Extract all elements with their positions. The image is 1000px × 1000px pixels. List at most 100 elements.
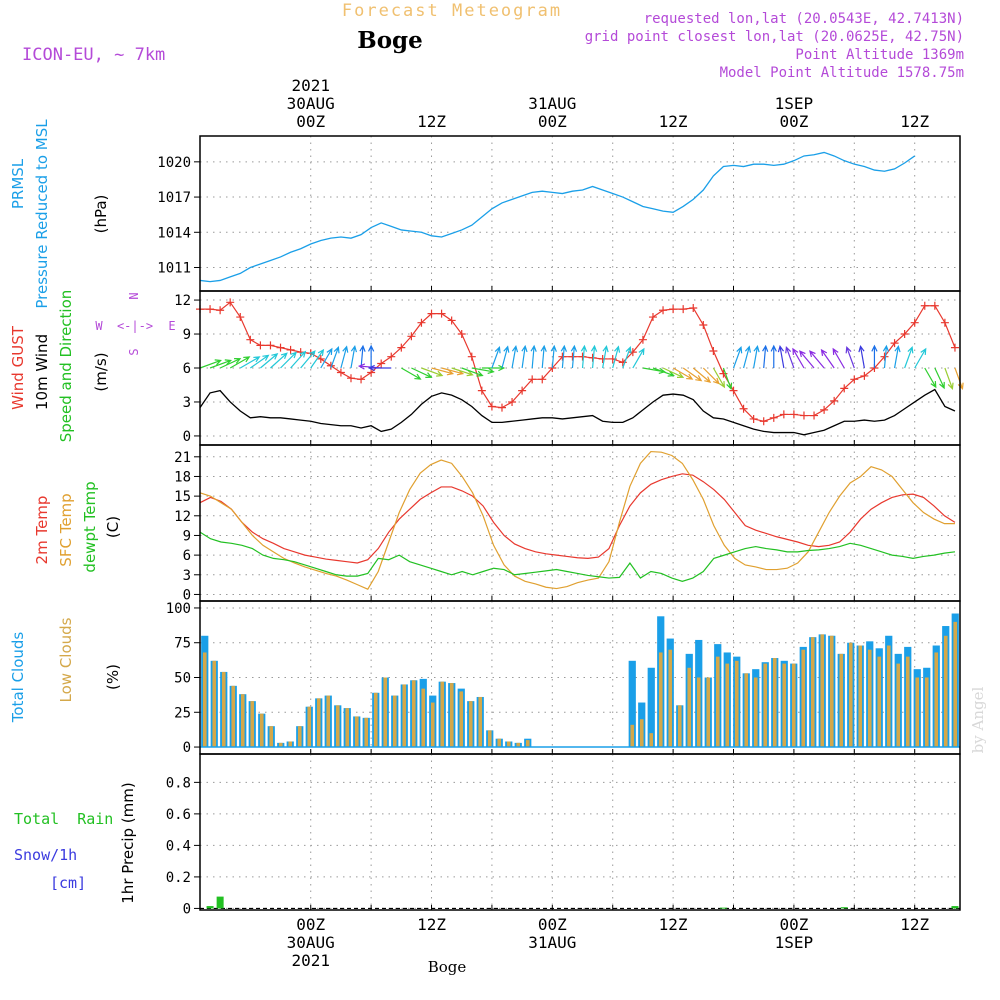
panel-frame <box>199 444 961 602</box>
low-cloud-bar <box>354 716 359 748</box>
gust-marker <box>477 386 486 395</box>
ytick-label: 3 <box>183 568 191 584</box>
gust-marker <box>558 352 567 361</box>
bottom-axis-label: 12Z <box>900 915 929 934</box>
ytick-label: 0 <box>183 901 191 917</box>
temp-labels: 2m Temp SFC Temp dewpt Temp (C) <box>33 481 122 572</box>
gust-marker <box>900 330 909 339</box>
low-cloud-bar <box>915 677 920 748</box>
wind-arrow <box>914 347 927 369</box>
wind-arrow <box>320 347 333 369</box>
wind-arrow <box>239 356 261 369</box>
ytick-label: 1011 <box>157 261 191 277</box>
bottom-axis-label: 1SEP <box>775 933 814 952</box>
low-cloud-bar <box>706 677 711 748</box>
wind-arrow <box>904 346 914 369</box>
snow-label: Snow/1h <box>14 846 77 864</box>
clouds-unit: (%) <box>104 664 122 690</box>
low-cloud-bar <box>753 677 758 748</box>
rain-bar <box>216 896 224 909</box>
low-cloud-bar <box>858 645 863 748</box>
wind-arrow <box>219 358 242 369</box>
wind-arrow <box>421 367 444 377</box>
ytick-label: 15 <box>174 489 191 505</box>
wind-arrow <box>451 367 474 377</box>
bottom-axis-label: 12Z <box>417 915 446 934</box>
ytick-label: 12 <box>174 509 191 525</box>
temp-unit: (C) <box>104 516 122 538</box>
low-cloud-bar <box>630 724 635 748</box>
gust-marker <box>729 386 738 395</box>
wind-arrow <box>260 352 279 369</box>
gust-marker <box>920 301 929 310</box>
bottom-axis-label: 00Z <box>538 915 567 934</box>
gust-marker <box>417 318 426 327</box>
wind-arrow <box>340 345 349 369</box>
top-axis-label: 31AUG <box>528 94 576 113</box>
gust-marker <box>326 361 335 370</box>
gust-marker <box>206 305 215 314</box>
wind-arrow <box>560 344 567 369</box>
ytick-label: 1017 <box>157 190 191 206</box>
low-cloud-bar <box>373 692 378 748</box>
wind-arrow <box>209 359 233 369</box>
gust-marker <box>497 403 506 412</box>
gust-marker <box>487 402 496 411</box>
wind-arrow <box>590 344 598 369</box>
gust-marker <box>759 417 768 426</box>
wind-arrow <box>799 350 815 369</box>
compass-n: N <box>127 292 141 299</box>
gust-marker <box>538 375 547 384</box>
low-cloud-bar <box>649 733 654 748</box>
low-clouds-label: Low Clouds <box>57 617 75 702</box>
top-axis-label: 00Z <box>779 112 808 131</box>
low-cloud-bar <box>459 691 464 748</box>
gust-marker <box>789 410 798 419</box>
low-cloud-bar <box>867 649 872 748</box>
wind-arrow <box>411 367 433 378</box>
low-cloud-bar <box>953 621 958 748</box>
low-cloud-bar <box>231 685 236 748</box>
gust-marker <box>880 352 889 361</box>
panels: 1011 1014 1017 1020 0 3 6 9 12 0 3 6 9 12 15 18 21 0 25 50 7… <box>157 135 964 917</box>
snow-unit-label: [cm] <box>50 874 86 892</box>
wind-arrow <box>702 367 720 385</box>
low-cloud-bar <box>335 705 340 748</box>
wind-arrow <box>871 344 878 368</box>
requested-coords: requested lon,lat (20.0543E, 42.7413N) <box>644 11 964 27</box>
model-altitude: Model Point Altitude 1578.75m <box>720 65 964 81</box>
wind-arrow <box>521 344 528 369</box>
wind-arrow <box>280 351 298 369</box>
point-altitude: Point Altitude 1369m <box>795 47 964 63</box>
low-cloud-bar <box>478 696 483 748</box>
top-axis-label: 30AUG <box>287 94 335 113</box>
gust-marker <box>659 306 668 315</box>
temp2m-label: 2m Temp <box>33 496 51 565</box>
gust-marker <box>709 347 718 356</box>
ytick-label: 75 <box>174 636 191 652</box>
low-cloud-bar <box>516 742 521 748</box>
gust-marker <box>357 375 366 384</box>
sfc-temp-line <box>199 450 955 590</box>
gust-marker <box>437 309 446 318</box>
wind-arrow <box>845 346 855 369</box>
gust-marker <box>467 352 476 361</box>
gust-marker <box>407 332 416 341</box>
gust-marker <box>628 348 637 357</box>
bottom-axis-label: 2021 <box>291 951 330 970</box>
top-axis-label: 2021 <box>291 76 330 95</box>
wind-arrow <box>632 347 645 369</box>
gust-marker <box>246 335 255 344</box>
ytick-label: 12 <box>174 293 191 309</box>
low-cloud-bar <box>715 656 720 748</box>
gust-marker <box>930 301 939 310</box>
ytick-label: 0 <box>183 587 191 603</box>
bottom-axis-label: 30AUG <box>287 933 335 952</box>
wind-arrow <box>770 344 777 368</box>
gust-marker <box>669 305 678 314</box>
gust-marker <box>850 375 859 384</box>
gust-marker <box>276 343 285 352</box>
top-axis-label: 12Z <box>900 112 929 131</box>
ytick-label: 6 <box>183 548 191 564</box>
